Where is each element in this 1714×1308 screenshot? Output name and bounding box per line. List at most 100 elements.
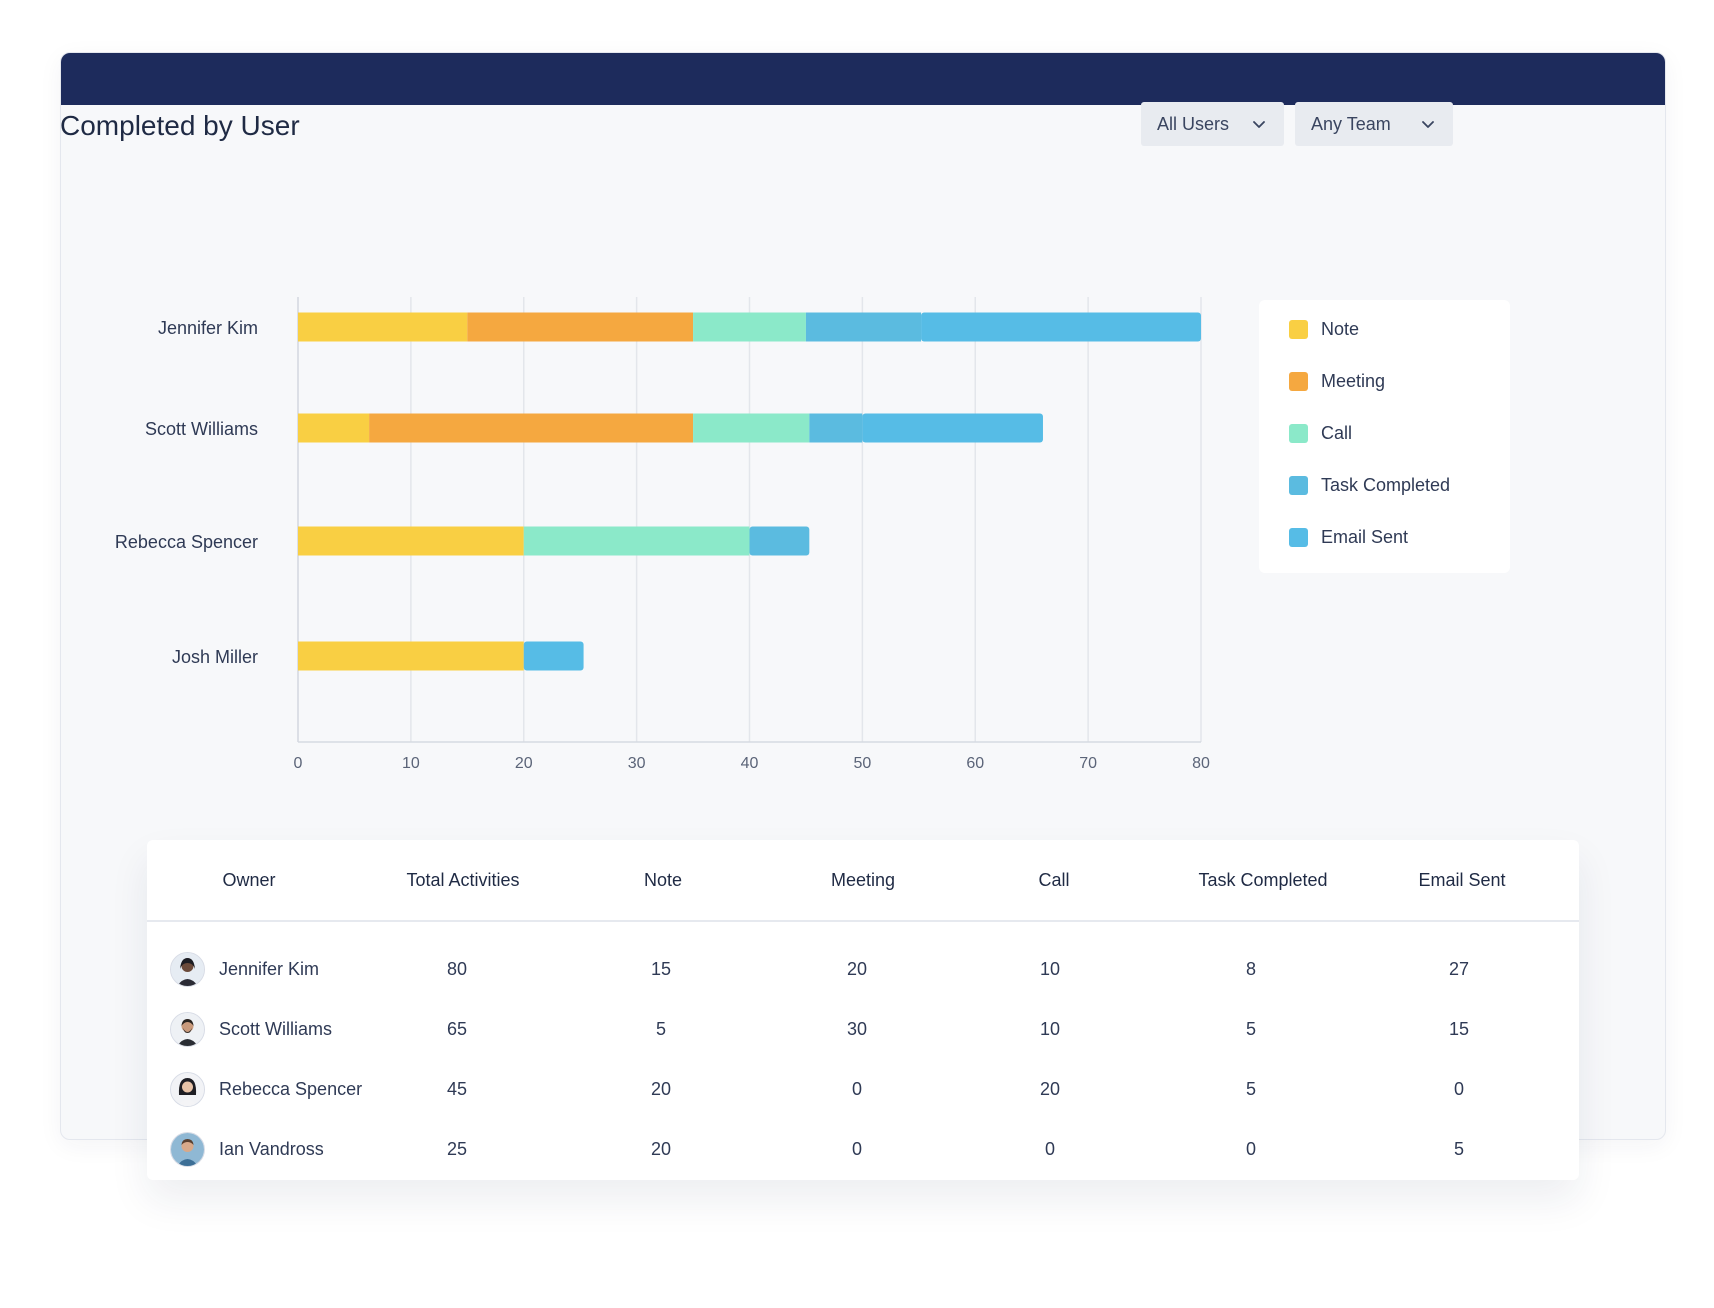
- cell-call: 20: [1039, 1079, 1061, 1099]
- legend-label: Task Completed: [1321, 475, 1451, 495]
- bar-segment-call: [693, 413, 810, 443]
- page-title: Completed by User: [60, 110, 300, 141]
- bar-segment-note: [298, 526, 524, 556]
- legend-swatch: [1289, 424, 1308, 443]
- bar-segment-note: [298, 641, 524, 671]
- chevron-down-icon: [1253, 121, 1265, 128]
- bar-segment-meeting: [467, 312, 694, 342]
- top-bar: [61, 53, 1665, 105]
- cell-note: 20: [650, 1079, 672, 1099]
- cell-total: 80: [446, 959, 468, 979]
- y-category-label: Scott Williams: [145, 419, 258, 439]
- owner-cell: Rebecca Spencer: [170, 1069, 362, 1109]
- avatar: [170, 1131, 205, 1167]
- table-row: Ian Vandross 25 20 0 0 0 5: [147, 1129, 1579, 1189]
- owner-name: Scott Williams: [219, 1018, 333, 1039]
- bar-segment-call: [523, 526, 750, 556]
- cell-meeting: 0: [851, 1139, 863, 1159]
- cell-meeting: 30: [846, 1019, 868, 1039]
- cell-email-sent: 27: [1448, 959, 1470, 979]
- cell-task-completed: 5: [1245, 1079, 1257, 1099]
- team-filter-label: Any Team: [1311, 113, 1391, 134]
- x-tick-label: 20: [515, 755, 533, 772]
- cell-call: 10: [1039, 959, 1061, 979]
- table-header: Owner Total Activities Note Meeting Call…: [147, 840, 1579, 922]
- bar-segment-email-sent: [862, 413, 1043, 443]
- bar-segment-task-completed: [749, 526, 810, 556]
- chart-legend: Note Meeting Call Task Completed Email S…: [1259, 300, 1510, 573]
- owner-name: Jennifer Kim: [219, 958, 320, 979]
- cell-note: 15: [650, 959, 672, 979]
- avatar: [170, 951, 205, 987]
- owner-name: Rebecca Spencer: [219, 1078, 363, 1099]
- y-category-label: Rebecca Spencer: [115, 532, 258, 552]
- legend-item-call: Call: [1289, 423, 1352, 444]
- legend-swatch: [1289, 476, 1308, 495]
- legend-swatch: [1289, 528, 1308, 547]
- users-filter-dropdown[interactable]: All Users: [1141, 102, 1284, 146]
- cell-note: 5: [655, 1019, 667, 1039]
- legend-label: Note: [1321, 319, 1360, 339]
- bar-segment-note: [298, 312, 468, 342]
- legend-swatch: [1289, 320, 1308, 339]
- cell-total: 45: [446, 1079, 468, 1099]
- cell-email-sent: 15: [1448, 1019, 1470, 1039]
- column-header-call: Call: [1038, 870, 1070, 890]
- x-tick-label: 0: [294, 755, 303, 772]
- bar-segment-task-completed: [805, 312, 922, 342]
- cell-meeting: 20: [846, 959, 868, 979]
- x-tick-label: 40: [741, 755, 759, 772]
- legend-label: Email Sent: [1321, 527, 1409, 547]
- cell-task-completed: 5: [1245, 1019, 1257, 1039]
- legend-item-note: Note: [1289, 319, 1359, 340]
- column-header-email-sent: Email Sent: [1418, 870, 1506, 890]
- legend-item-meeting: Meeting: [1289, 371, 1385, 392]
- avatar: [170, 1011, 205, 1047]
- legend-swatch: [1289, 372, 1308, 391]
- x-tick-label: 80: [1192, 755, 1210, 772]
- owner-cell: Jennifer Kim: [170, 949, 319, 989]
- owner-cell: Scott Williams: [170, 1009, 332, 1049]
- x-tick-label: 70: [1079, 755, 1097, 772]
- column-header-total-activities: Total Activities: [406, 870, 520, 890]
- table-row: Jennifer Kim 80 15 20 10 8 27: [147, 949, 1579, 1009]
- cell-email-sent: 0: [1453, 1079, 1465, 1099]
- cell-total: 65: [446, 1019, 468, 1039]
- stacked-bar-chart: 0 10 20 30 40 50 60 70 80 Jennifer Kim Scott Willi…: [115, 297, 1210, 772]
- owner-name: Ian Vandross: [219, 1138, 324, 1159]
- table-row: Rebecca Spencer 45 20 0 20 5 0: [147, 1069, 1579, 1129]
- x-tick-label: 10: [402, 755, 420, 772]
- legend-item-email-sent: Email Sent: [1289, 527, 1408, 548]
- cell-call: 10: [1039, 1019, 1061, 1039]
- y-category-label: Jennifer Kim: [158, 318, 258, 338]
- cell-note: 20: [650, 1139, 672, 1159]
- column-header-note: Note: [643, 870, 683, 890]
- users-filter-label: All Users: [1157, 113, 1230, 134]
- column-header-meeting: Meeting: [830, 870, 896, 890]
- x-tick-label: 60: [966, 755, 984, 772]
- bar-segment-email-sent: [523, 641, 584, 671]
- cell-meeting: 0: [851, 1079, 863, 1099]
- column-header-owner: Owner: [222, 870, 276, 890]
- legend-item-task-completed: Task Completed: [1289, 475, 1450, 496]
- bar-segment-email-sent: [921, 312, 1201, 342]
- owner-cell: Ian Vandross: [170, 1129, 324, 1169]
- x-tick-label: 30: [628, 755, 646, 772]
- cell-total: 25: [446, 1139, 468, 1159]
- y-category-label: Josh Miller: [172, 647, 258, 667]
- cell-task-completed: 0: [1245, 1139, 1257, 1159]
- cell-task-completed: 8: [1245, 959, 1257, 979]
- avatar: [170, 1071, 205, 1107]
- bar-segment-task-completed: [809, 413, 863, 443]
- column-header-task-completed: Task Completed: [1198, 870, 1328, 890]
- bar-segment-call: [693, 312, 806, 342]
- bar-segment-meeting: [369, 413, 694, 443]
- cell-email-sent: 5: [1453, 1139, 1465, 1159]
- x-tick-label: 50: [853, 755, 871, 772]
- legend-label: Meeting: [1321, 371, 1386, 391]
- activity-table: Owner Total Activities Note Meeting Call…: [147, 840, 1579, 1180]
- team-filter-dropdown[interactable]: Any Team: [1295, 102, 1453, 146]
- bar-segment-note: [298, 413, 370, 443]
- legend-label: Call: [1321, 423, 1353, 443]
- table-row: Scott Williams 65 5 30 10 5 15: [147, 1009, 1579, 1069]
